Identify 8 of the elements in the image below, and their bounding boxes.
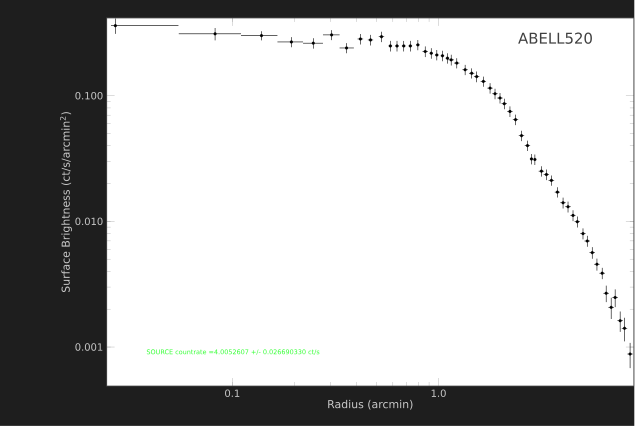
y-tick-label: 0.001	[75, 343, 102, 351]
y-axis-title: Surface Brightness (ct/s/arcmin$^{2}$)	[60, 112, 72, 292]
y-tick-label: 0.100	[75, 92, 103, 100]
x-tick-label: 1.0	[432, 390, 446, 398]
annotation: ABELL520	[518, 32, 592, 44]
y-tick-label: 0.010	[75, 218, 103, 226]
x-axis-title: Radius (arcmin)	[328, 400, 412, 410]
x-tick-label: 0.1	[225, 390, 240, 398]
